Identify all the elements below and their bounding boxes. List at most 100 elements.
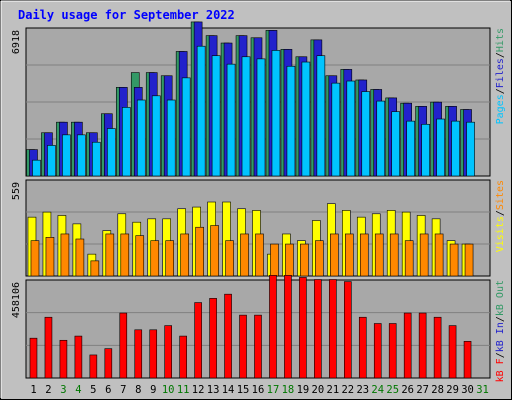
series-sites	[30, 225, 474, 277]
bar-sites-day-5	[90, 260, 100, 277]
bar-kb-f-day-15	[239, 314, 247, 379]
x-tick-label: 31	[476, 384, 489, 396]
x-tick-label: 14	[222, 384, 235, 396]
bar-kb-f-day-22	[344, 281, 352, 379]
bar-kb-f-day-19	[299, 277, 307, 379]
bar-sites-day-29	[449, 243, 459, 277]
bar-kb-f-day-26	[403, 312, 412, 379]
bar-pages-day-7	[121, 107, 131, 177]
legend-part: kB Out	[495, 280, 506, 316]
bar-sites-day-4	[75, 238, 85, 277]
bar-pages-day-25	[391, 111, 401, 177]
bar-sites-day-20	[315, 240, 324, 277]
bar-kb-f-day-24	[373, 323, 382, 379]
bar-pages-day-15	[241, 56, 251, 177]
bar-pages-day-21	[331, 82, 341, 177]
bar-pages-day-24	[376, 100, 386, 177]
bar-sites-day-24	[374, 233, 384, 277]
bar-kb-f-day-5	[89, 354, 98, 379]
legend-part: /	[495, 316, 506, 322]
bar-sites-day-26	[404, 240, 414, 277]
legend-requests: Pages/Files/Hits	[495, 28, 506, 124]
x-tick-label: 9	[150, 384, 156, 396]
bar-sites-day-16	[255, 233, 264, 277]
bar-pages-day-17	[271, 50, 281, 177]
bar-sites-day-17	[270, 243, 279, 277]
legend-part: /	[495, 210, 506, 216]
x-tick-label: 20	[312, 384, 325, 396]
bar-sites-day-13	[210, 225, 219, 277]
bar-pages-day-29	[451, 120, 460, 177]
x-tick-label: 10	[162, 384, 175, 396]
bar-pages-day-27	[421, 123, 430, 177]
bar-kb-f-day-28	[433, 316, 442, 379]
bar-pages-day-18	[286, 65, 296, 177]
bar-kb-f-day-12	[194, 302, 202, 379]
bar-sites-day-3	[60, 233, 70, 277]
x-tick-label: 2	[45, 384, 51, 396]
x-tick-label: 28	[431, 384, 444, 396]
bar-sites-day-1	[30, 240, 40, 277]
bar-pages-day-12	[196, 45, 206, 177]
legend-part: Pages	[495, 94, 506, 124]
x-tick-label: 6	[105, 384, 111, 396]
bar-kb-f-day-25	[388, 323, 397, 379]
series-pages	[32, 45, 475, 177]
x-tick-label: 11	[177, 384, 190, 396]
bar-sites-day-23	[359, 233, 369, 277]
x-tick-label: 3	[60, 384, 66, 396]
legend-part: Visits	[495, 216, 506, 252]
bar-sites-day-28	[434, 233, 444, 277]
bar-sites-day-22	[345, 233, 354, 277]
bar-pages-day-2	[47, 145, 56, 177]
bar-pages-day-1	[32, 159, 41, 177]
y-max-label-visits: 559	[11, 182, 22, 200]
bar-kb-f-day-20	[314, 279, 322, 379]
bar-sites-day-30	[464, 243, 474, 277]
bar-pages-day-16	[256, 58, 266, 177]
bar-sites-day-2	[45, 237, 55, 277]
chart-title: Daily usage for September 2022	[18, 8, 235, 22]
bar-pages-day-13	[211, 55, 221, 177]
legend-part: /	[495, 352, 506, 358]
bar-kb-f-day-11	[179, 335, 187, 379]
x-tick-label: 19	[297, 384, 310, 396]
bar-kb-f-day-23	[358, 316, 367, 379]
x-tick-label: 18	[282, 384, 295, 396]
bar-kb-f-day-14	[224, 293, 232, 379]
bar-kb-f-day-4	[74, 335, 83, 379]
bar-sites-day-21	[330, 233, 339, 277]
bar-kb-f-day-16	[254, 314, 262, 379]
bar-kb-f-day-18	[284, 275, 292, 379]
legend-part: kB F	[495, 358, 506, 382]
legend-visits: Visits/Sites	[495, 180, 506, 252]
chart-panels: 6918Pages/Files/Hits559Visits/Sites45810…	[11, 21, 506, 382]
x-tick-label: 13	[207, 384, 220, 396]
bar-pages-day-9	[151, 95, 161, 177]
bar-sites-day-19	[300, 243, 309, 277]
x-tick-label: 26	[401, 384, 414, 396]
bar-sites-day-25	[389, 233, 399, 277]
x-tick-label: 21	[327, 384, 340, 396]
legend-part: /	[495, 88, 506, 94]
bar-sites-day-18	[285, 243, 294, 277]
bar-pages-day-10	[166, 99, 176, 177]
bar-sites-day-14	[225, 240, 234, 277]
x-tick-label: 8	[135, 384, 141, 396]
bar-pages-day-20	[316, 55, 326, 177]
bar-pages-day-14	[226, 63, 236, 177]
bar-kb-f-day-1	[29, 337, 38, 379]
bar-pages-day-8	[136, 99, 146, 177]
x-tick-label: 12	[192, 384, 205, 396]
x-tick-label: 4	[75, 384, 81, 396]
bar-pages-day-11	[181, 77, 191, 177]
x-tick-label: 15	[237, 384, 250, 396]
bar-sites-day-8	[135, 235, 145, 277]
bar-pages-day-26	[406, 120, 415, 177]
x-tick-label: 1	[30, 384, 36, 396]
bar-pages-day-6	[107, 128, 116, 177]
x-axis-labels: 1 2 3 4 5 6 7 8 9 10 11 12 13 14 15 16 17 18 19 20 21 22 23 24 2…	[30, 384, 489, 396]
